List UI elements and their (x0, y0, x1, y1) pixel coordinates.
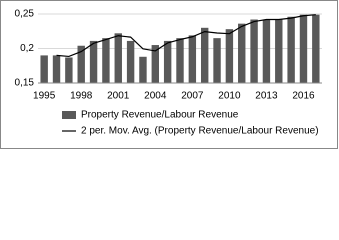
bar (299, 14, 308, 83)
bar (262, 19, 271, 83)
bar (89, 40, 98, 83)
bar (114, 33, 122, 83)
bar (176, 38, 184, 83)
bar (102, 38, 110, 83)
legend-swatch (62, 111, 76, 119)
legend-label: Property Revenue/Labour Revenue (81, 110, 239, 121)
y-tick-label: 0,15 (15, 78, 35, 89)
chart: 0,15 0,2 0,25 1995 1998 2001 2004 2007 2010 2013 2… (0, 0, 338, 149)
bar (188, 35, 197, 83)
bar (238, 23, 246, 83)
bar (312, 14, 320, 83)
bar (40, 55, 48, 83)
bar (163, 40, 172, 83)
y-tick-label: 0,2 (20, 43, 34, 54)
x-tick-label: 2013 (255, 91, 278, 102)
bar (151, 45, 160, 83)
bar (287, 16, 295, 83)
bar (250, 19, 258, 83)
y-tick-label: 0,25 (15, 9, 35, 20)
legend-label: 2 per. Mov. Avg. (Property Revenue/Labou… (81, 126, 319, 137)
bar (200, 27, 209, 83)
x-tick-label: 1995 (33, 91, 56, 102)
x-tick-label: 2001 (107, 91, 130, 102)
bar (52, 55, 61, 83)
x-tick-label: 2004 (144, 91, 167, 102)
bar (65, 57, 73, 83)
bar (126, 40, 135, 83)
bar (213, 38, 221, 83)
x-tick-label: 2007 (181, 91, 204, 102)
x-tick-label: 1998 (70, 91, 93, 102)
bar (275, 19, 283, 83)
x-tick-label: 2010 (218, 91, 241, 102)
bar (139, 56, 147, 83)
bar (225, 29, 234, 83)
moving-average-line (56, 14, 316, 58)
bar (77, 45, 85, 83)
x-tick-label: 2016 (292, 91, 315, 102)
